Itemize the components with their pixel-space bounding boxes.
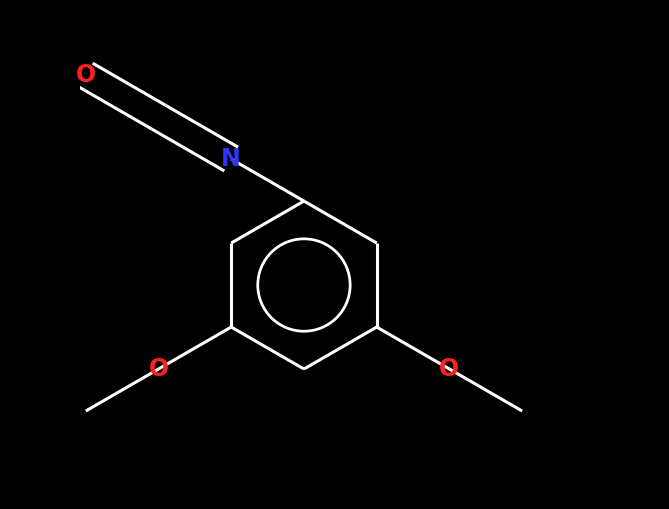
Text: O: O (440, 357, 460, 381)
Text: O: O (76, 63, 96, 87)
Text: O: O (149, 357, 169, 381)
Text: N: N (221, 147, 241, 171)
